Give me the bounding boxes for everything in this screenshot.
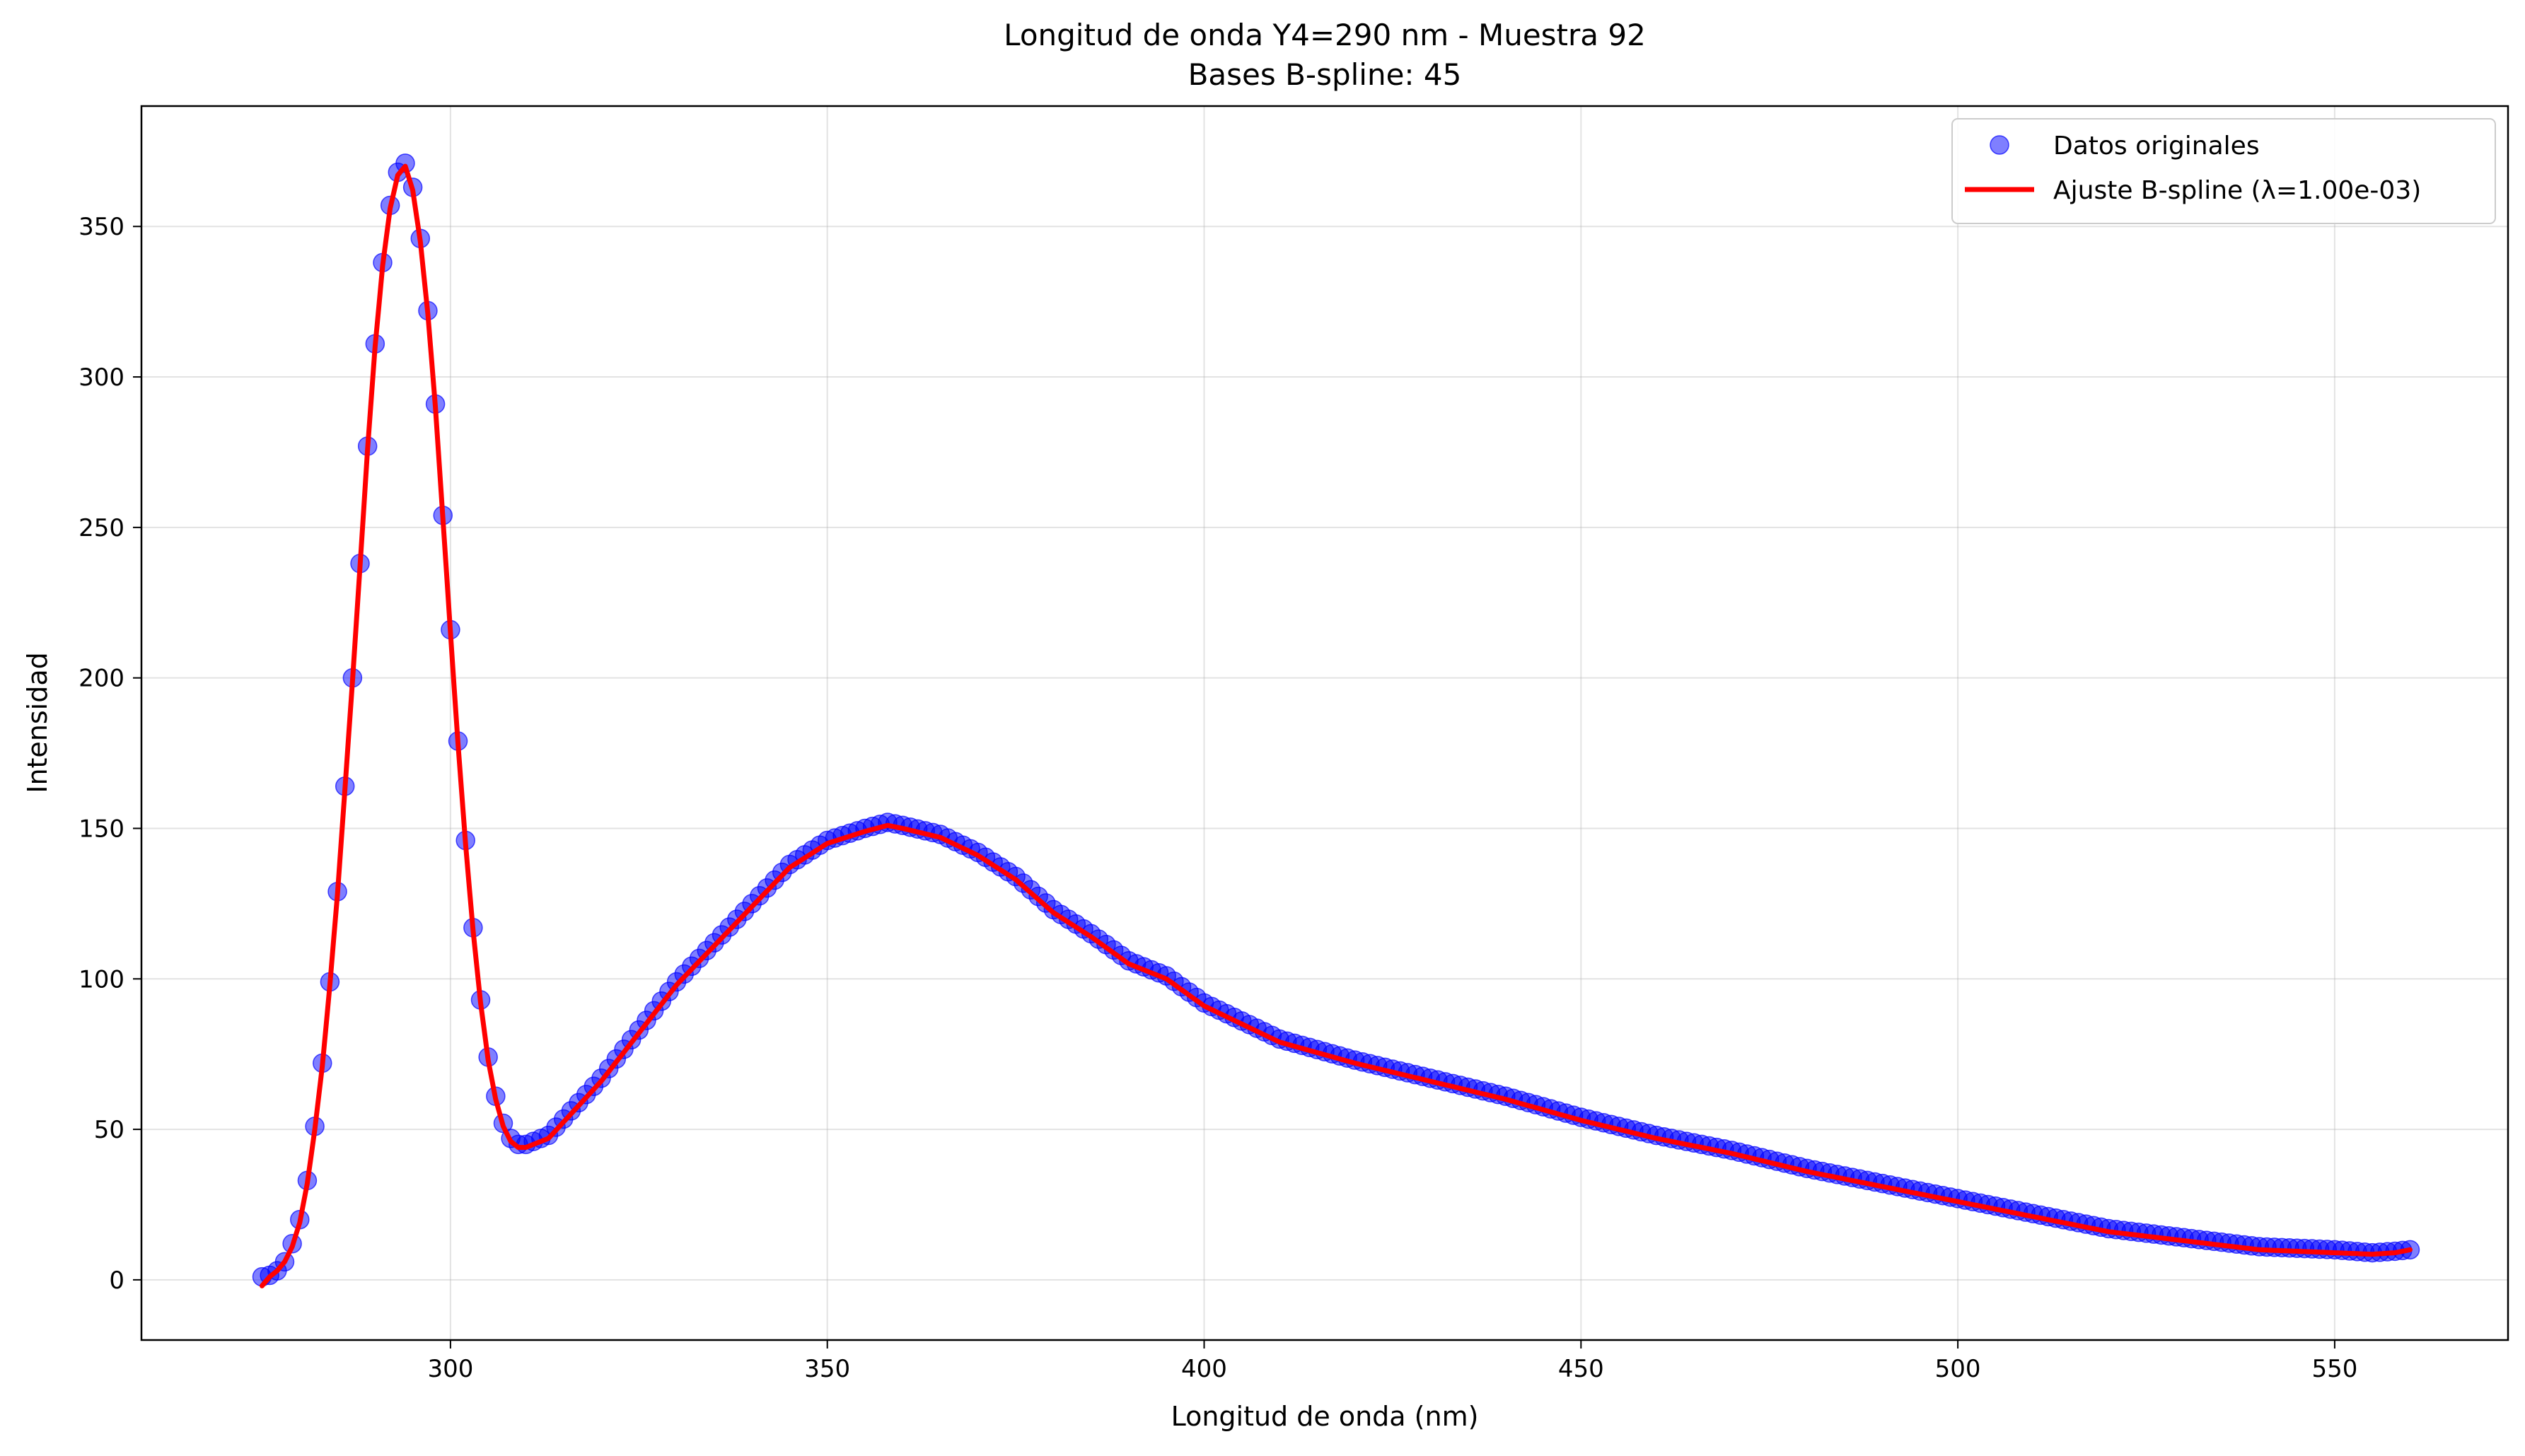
legend-box bbox=[1951, 118, 2496, 224]
x-axis-label: Longitud de onda (nm) bbox=[1171, 1401, 1479, 1432]
grid bbox=[141, 106, 2508, 1340]
x-tick-label: 400 bbox=[1181, 1355, 1227, 1383]
fit-line-group bbox=[260, 163, 2413, 1288]
x-tick-label: 450 bbox=[1558, 1355, 1604, 1383]
fit-line bbox=[260, 163, 2413, 1288]
ticks: 300 350 400 450 500 550 0 50 100 150 200 250 300 350 bbox=[79, 213, 2357, 1383]
x-tick-label: 300 bbox=[427, 1355, 473, 1383]
chart-subtitle: Bases B-spline: 45 bbox=[1188, 57, 1462, 92]
chart-title: Longitud de onda Y4=290 nm - Muestra 92 bbox=[1004, 18, 1646, 52]
y-tick-label: 300 bbox=[79, 363, 124, 392]
y-axis-label: Intensidad bbox=[22, 652, 53, 793]
legend: Datos originales Ajuste B-spline (λ=1.00… bbox=[1951, 118, 2496, 224]
plot-frame bbox=[140, 105, 2509, 1341]
legend-label-fit: Ajuste B-spline (λ=1.00e-03) bbox=[2053, 176, 2421, 205]
legend-marker-points bbox=[1990, 135, 2009, 155]
y-tick-label: 350 bbox=[79, 213, 124, 241]
legend-label-points: Datos originales bbox=[2053, 132, 2260, 161]
y-tick-label: 250 bbox=[79, 514, 124, 542]
y-tick-label: 0 bbox=[109, 1266, 124, 1295]
y-tick-label: 50 bbox=[94, 1116, 124, 1144]
x-tick-label: 500 bbox=[1935, 1355, 1981, 1383]
y-tick-label: 200 bbox=[79, 665, 124, 693]
x-tick-label: 550 bbox=[2311, 1355, 2357, 1383]
x-tick-label: 350 bbox=[804, 1355, 850, 1383]
y-tick-label: 100 bbox=[79, 965, 124, 994]
y-tick-label: 150 bbox=[79, 815, 124, 843]
